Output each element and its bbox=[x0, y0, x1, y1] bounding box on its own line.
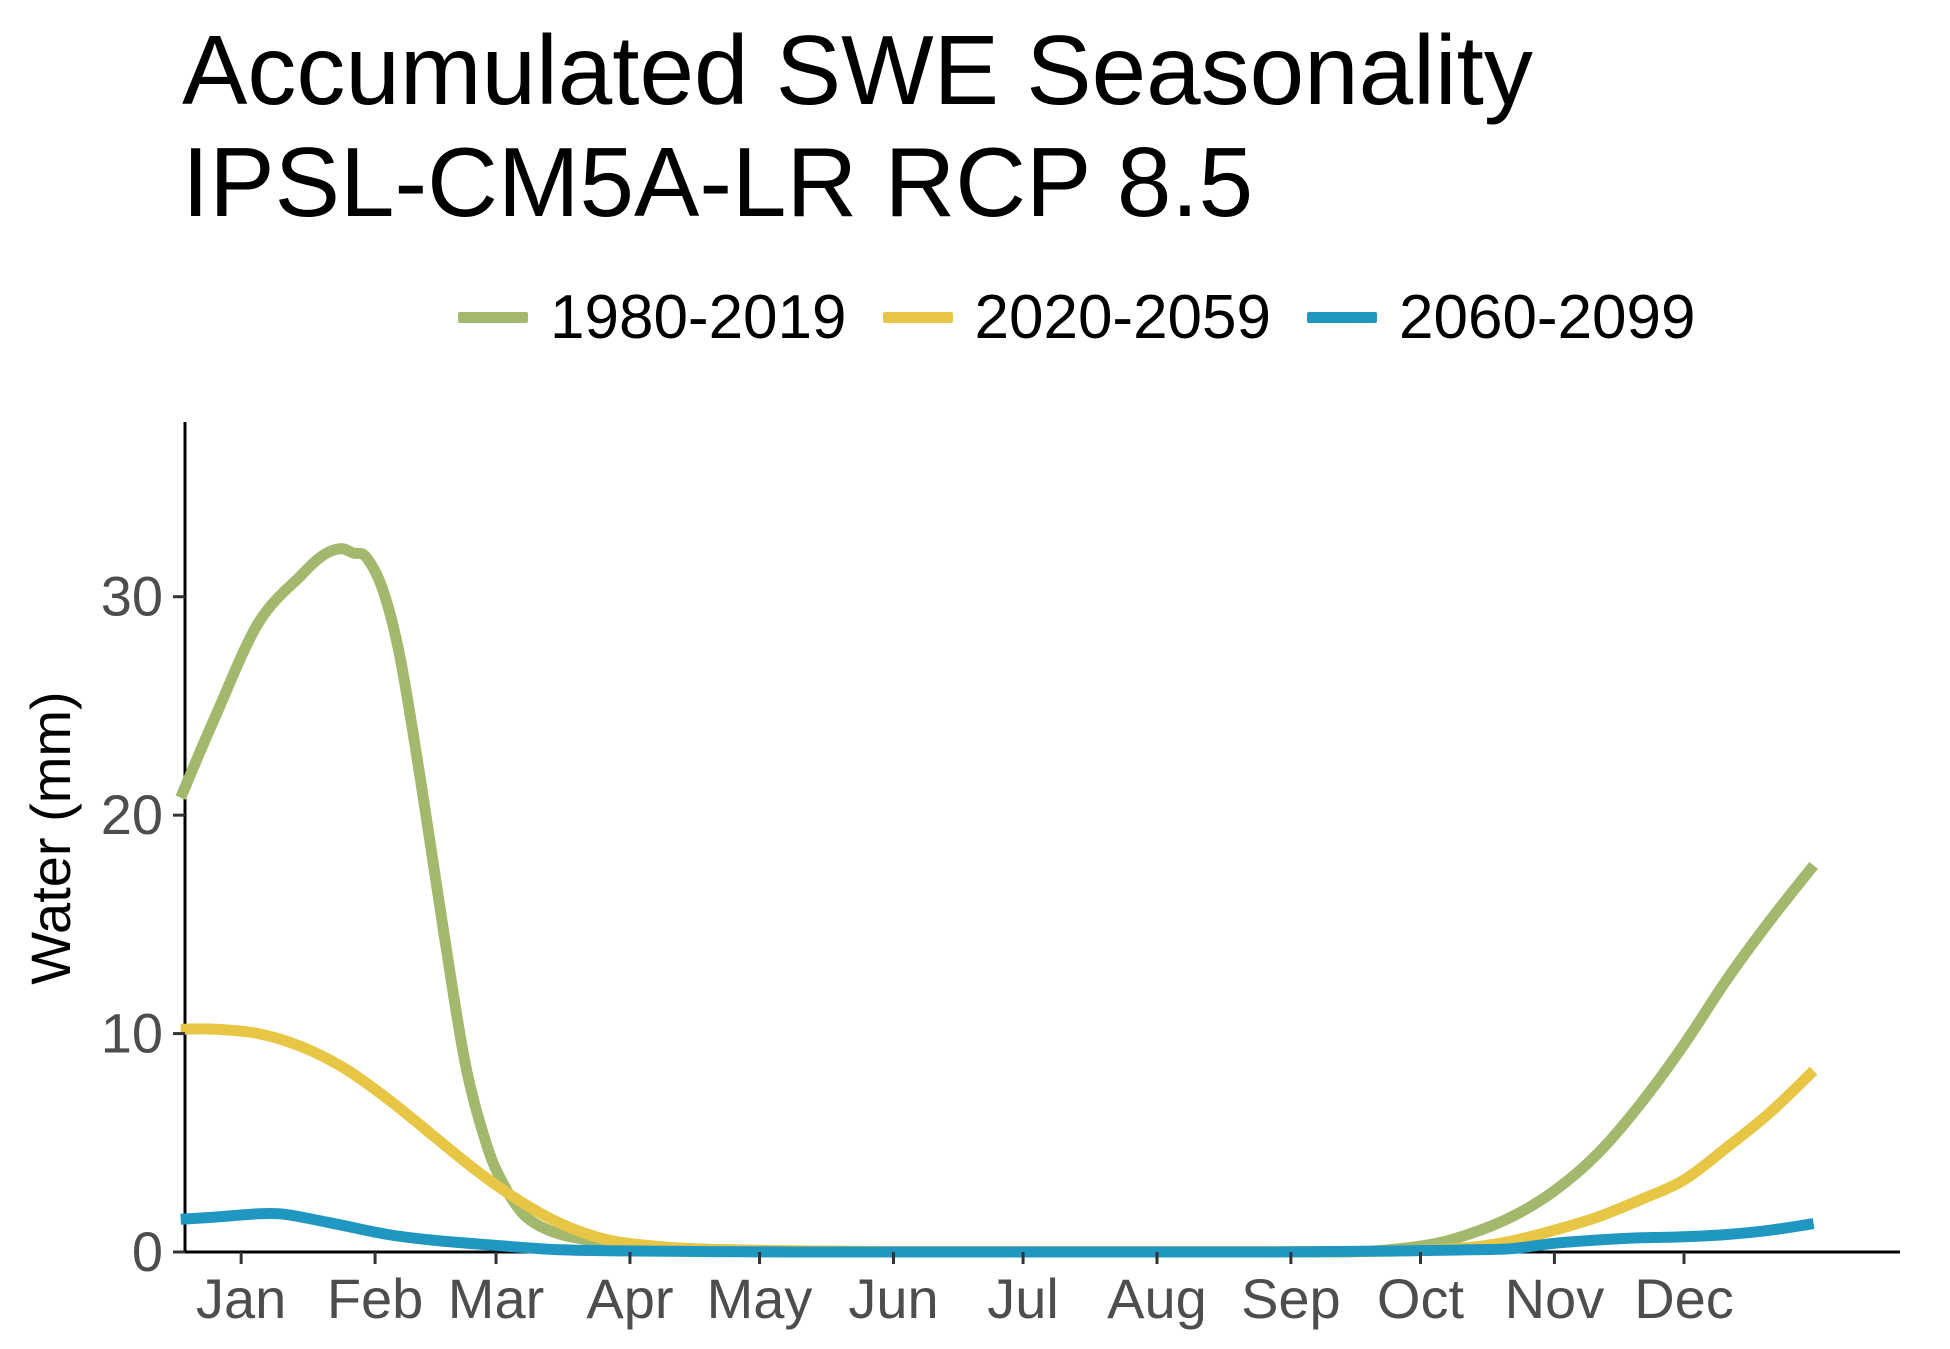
legend-item-1980-2019: 1980-2019 bbox=[458, 282, 847, 353]
legend-key bbox=[882, 311, 953, 323]
y-axis-title: Water (mm) bbox=[19, 691, 82, 984]
y-tick-label: 0 bbox=[132, 1220, 163, 1283]
series-line-2060-2099 bbox=[180, 1207, 1815, 1258]
chart-title-line-2: IPSL-CM5A-LR RCP 8.5 bbox=[182, 127, 1254, 237]
y-tick-label: 10 bbox=[101, 1002, 163, 1065]
x-tick-label: Sep bbox=[1241, 1267, 1341, 1330]
x-tick-label: Apr bbox=[586, 1267, 673, 1330]
x-tick-label: Mar bbox=[448, 1267, 544, 1330]
x-tick-label: Jan bbox=[196, 1267, 286, 1330]
x-tick-label: Jul bbox=[987, 1267, 1059, 1330]
chart-title: Accumulated SWE Seasonality IPSL-CM5A-LR… bbox=[182, 14, 1533, 238]
legend-key bbox=[1307, 311, 1377, 323]
x-tick-label: Feb bbox=[327, 1267, 424, 1330]
series-line-2020-2059 bbox=[180, 1023, 1818, 1258]
legend-key bbox=[458, 311, 528, 323]
legend-label: 2020-2059 bbox=[974, 282, 1272, 352]
y-tick-label: 30 bbox=[101, 565, 163, 628]
x-tick-label: Jun bbox=[848, 1267, 938, 1330]
chart-legend: 1980-2019 2020-2059 2060-2099 bbox=[458, 282, 1732, 352]
chart-title-line-1: Accumulated SWE Seasonality bbox=[182, 15, 1533, 125]
x-tick-label: Aug bbox=[1107, 1267, 1207, 1330]
series-layer bbox=[175, 543, 1818, 1258]
legend-label: 2060-2099 bbox=[1399, 282, 1696, 352]
x-tick-label: Oct bbox=[1377, 1267, 1465, 1330]
legend-item-2060-2099: 2060-2099 bbox=[1307, 282, 1696, 353]
x-tick-label: May bbox=[707, 1267, 813, 1330]
legend-item-2020-2059: 2020-2059 bbox=[882, 282, 1272, 353]
y-tick-label: 20 bbox=[101, 783, 163, 846]
x-tick-label: Dec bbox=[1634, 1267, 1734, 1330]
axes bbox=[183, 422, 1900, 1254]
series-line-1980-2019 bbox=[175, 543, 1818, 1258]
ticks: 0 10 20 30 Jan Feb Mar Apr May Jun Jul Aug Sep Oct Nov… bbox=[101, 565, 1734, 1330]
legend-label: 1980-2019 bbox=[550, 282, 847, 352]
x-tick-label: Nov bbox=[1505, 1267, 1605, 1330]
